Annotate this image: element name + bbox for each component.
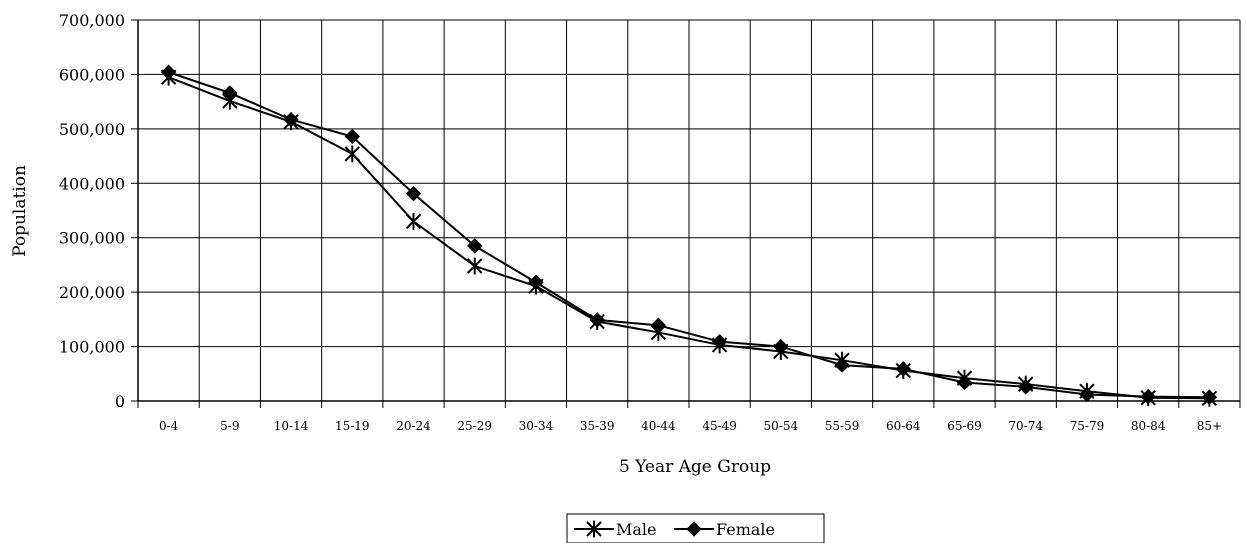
y-tick-label: 200,000 bbox=[59, 283, 125, 302]
marker-female bbox=[895, 361, 911, 377]
marker-female bbox=[589, 312, 605, 328]
legend: Male Female bbox=[566, 513, 825, 543]
x-tick-label: 20-24 bbox=[396, 419, 431, 433]
marker-female bbox=[1079, 386, 1095, 403]
x-tick-label: 40-44 bbox=[641, 419, 676, 433]
x-tick-label: 80-84 bbox=[1131, 419, 1166, 433]
gridlines bbox=[138, 19, 1241, 401]
marker-female bbox=[344, 128, 360, 145]
x-tick-label: 10-14 bbox=[274, 419, 309, 433]
series-line-male bbox=[168, 76, 1210, 400]
x-tick-label: 55-59 bbox=[825, 419, 860, 433]
marker-female bbox=[222, 85, 238, 101]
x-tick-label: 60-64 bbox=[886, 419, 921, 433]
x-tick-label: 0-4 bbox=[159, 419, 179, 433]
marker-female bbox=[956, 374, 973, 391]
legend-label-female: Female bbox=[716, 520, 775, 539]
marker-female bbox=[773, 338, 789, 355]
y-tick-labels: 0 100,000 200,000 300,000 400,000 500,000 600,… bbox=[59, 11, 125, 411]
y-tick-label: 0 bbox=[115, 392, 125, 411]
x-tick-label: 35-39 bbox=[580, 419, 615, 433]
marker-female bbox=[1140, 388, 1156, 405]
marker-female bbox=[711, 333, 728, 350]
marker-male bbox=[405, 212, 422, 230]
y-axis-title: Population bbox=[10, 165, 30, 257]
y-tick-label: 300,000 bbox=[59, 229, 125, 248]
marker-female bbox=[467, 238, 483, 254]
marker-female bbox=[528, 274, 544, 291]
x-tick-label: 30-34 bbox=[519, 419, 554, 433]
x-tick-label: 5-9 bbox=[220, 419, 239, 433]
marker-female bbox=[283, 111, 299, 128]
y-tick-label: 500,000 bbox=[59, 120, 125, 139]
axes bbox=[131, 19, 1241, 408]
marker-female bbox=[834, 357, 850, 373]
y-tick-label: 600,000 bbox=[59, 65, 125, 84]
series bbox=[160, 64, 1218, 407]
marker-female bbox=[650, 317, 667, 334]
legend-marker-male bbox=[586, 520, 602, 538]
x-axis-title: 5 Year Age Group bbox=[619, 457, 771, 477]
x-tick-label: 70-74 bbox=[1008, 419, 1043, 433]
marker-female bbox=[160, 64, 177, 80]
marker-female bbox=[1201, 389, 1218, 405]
legend-marker-female bbox=[686, 521, 702, 537]
x-tick-label: 75-79 bbox=[1070, 419, 1105, 433]
y-tick-label: 700,000 bbox=[59, 11, 125, 30]
x-tick-label: 85+ bbox=[1197, 419, 1222, 433]
x-tick-label: 45-49 bbox=[702, 419, 737, 433]
y-tick-label: 400,000 bbox=[59, 174, 125, 193]
marker-male bbox=[344, 145, 360, 163]
marker-female bbox=[1018, 379, 1034, 395]
series-line-female bbox=[168, 71, 1210, 399]
x-tick-label: 50-54 bbox=[764, 419, 799, 433]
x-tick-labels: 0-4 5-9 10-14 15-19 20-24 25-29 30-34 35-39 40-4… bbox=[159, 419, 1222, 433]
y-tick-label: 100,000 bbox=[59, 338, 125, 357]
x-tick-label: 15-19 bbox=[335, 419, 370, 433]
marker-male bbox=[467, 257, 483, 275]
legend-label-male: Male bbox=[616, 520, 657, 539]
marker-female bbox=[405, 185, 422, 202]
x-tick-label: 65-69 bbox=[947, 419, 982, 433]
x-tick-label: 25-29 bbox=[457, 419, 492, 433]
